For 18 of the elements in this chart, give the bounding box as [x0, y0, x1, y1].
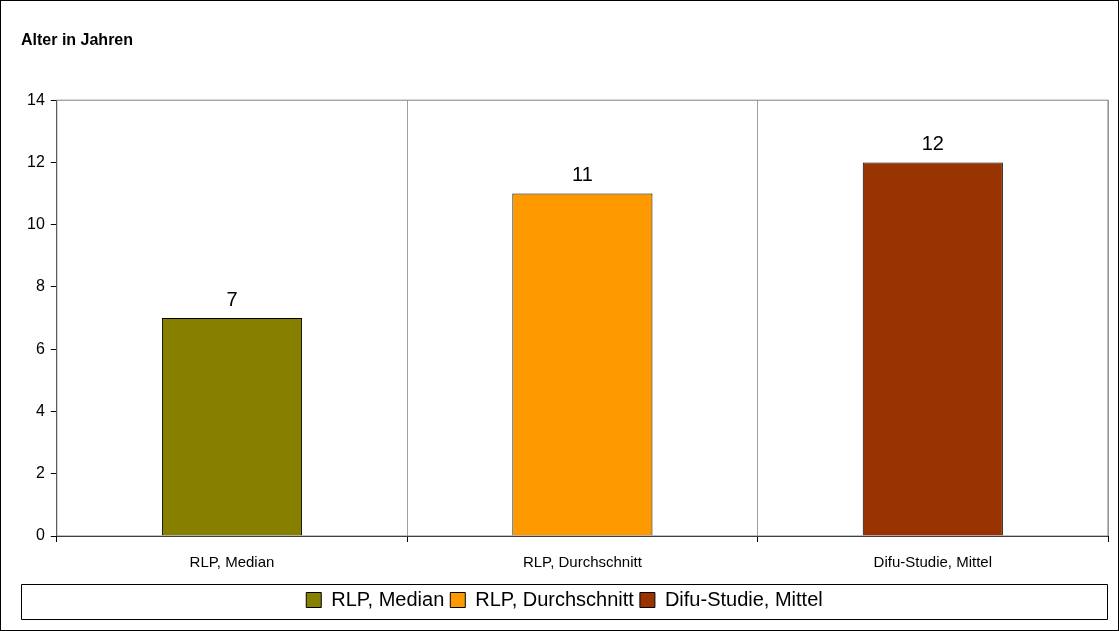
y-tick-label: 10 [27, 215, 45, 233]
y-tick-label: 0 [35, 526, 45, 544]
legend-label: RLP, Durchschnitt [475, 587, 635, 610]
data-label: 12 [921, 131, 944, 154]
y-tick-label: 6 [35, 339, 45, 357]
y-tick-label: 12 [27, 152, 45, 170]
x-tick-label: RLP, Durchschnitt [522, 553, 643, 571]
y-tick-label: 2 [35, 464, 45, 482]
x-tick-label: Difu-Studie, Mittel [873, 553, 992, 571]
chart-title: Alter in Jahren [21, 31, 134, 49]
data-label: 7 [226, 287, 238, 310]
y-tick-label: 14 [27, 90, 45, 108]
y-tick-label: 8 [35, 277, 45, 295]
x-tick-label: RLP, Median [189, 553, 275, 571]
data-label: 11 [572, 163, 593, 186]
legend-label: Difu-Studie, Mittel [664, 587, 823, 610]
legend-label: RLP, Median [331, 587, 445, 610]
y-tick-label: 4 [35, 401, 45, 419]
